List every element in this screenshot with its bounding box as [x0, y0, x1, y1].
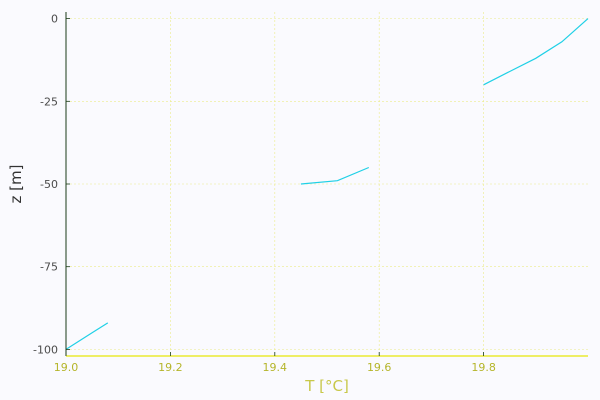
plot-lines [65, 18, 589, 350]
y-tick-label: -100 [33, 343, 58, 356]
y-tick-label: 0 [51, 13, 58, 26]
x-tick-label: 19.4 [263, 361, 288, 374]
tick-labels: 19.0 19.2 19.4 19.6 19.8 0 -25 -50 -75 -100 [33, 13, 496, 374]
axes [65, 12, 588, 357]
x-axis-label: T [°C] [304, 377, 349, 395]
y-axis-label: z [m] [7, 165, 25, 204]
y-tick-label: -25 [40, 95, 58, 108]
series-line [483, 18, 589, 86]
series-line [65, 322, 109, 350]
x-tick-label: 19.8 [471, 361, 496, 374]
x-tick-label: 19.0 [54, 361, 79, 374]
y-tick-label: -75 [40, 261, 58, 274]
x-tick-label: 19.6 [367, 361, 392, 374]
series-line [300, 166, 370, 185]
x-tick-label: 19.2 [158, 361, 183, 374]
grid-lines [65, 12, 588, 356]
y-tick-label: -50 [40, 178, 58, 191]
